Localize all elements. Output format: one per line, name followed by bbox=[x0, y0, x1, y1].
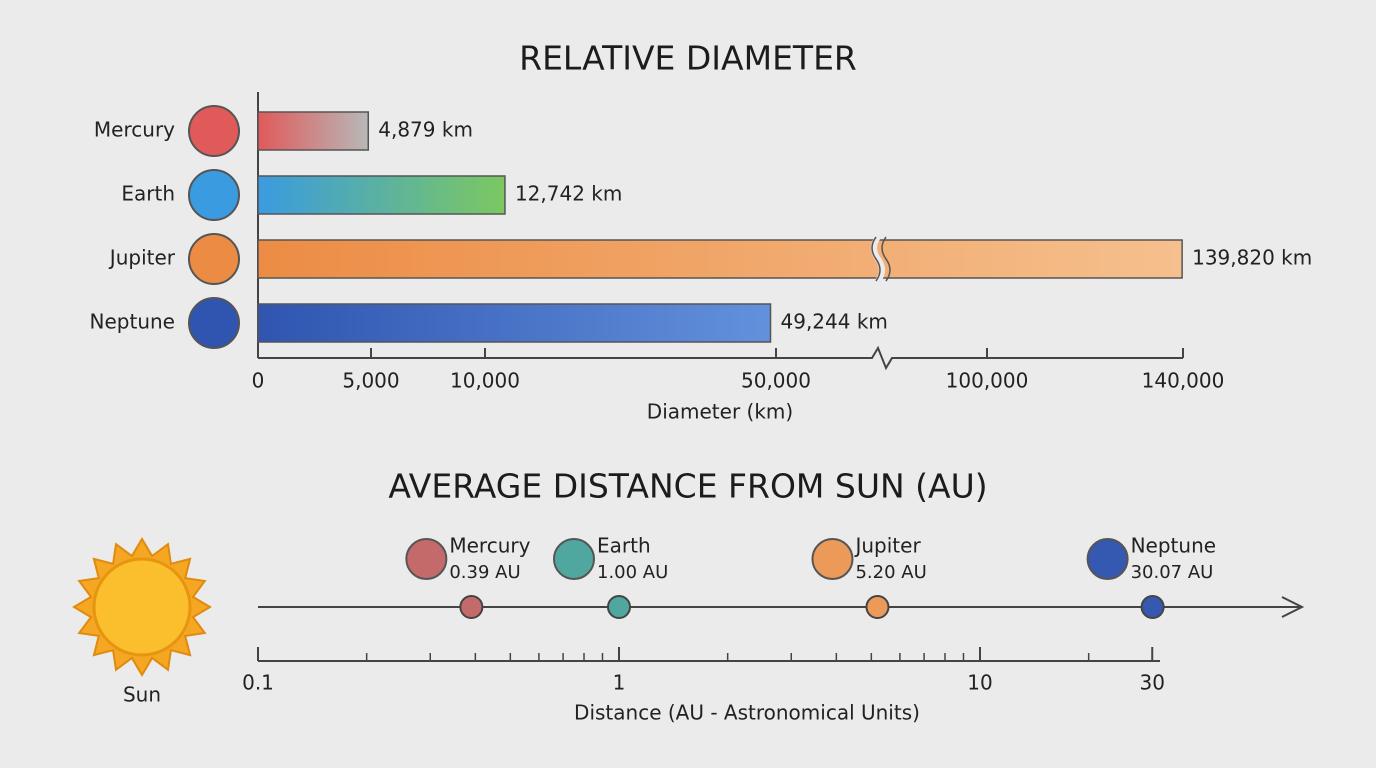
x-tick-label: 0 bbox=[252, 369, 265, 393]
axis-arrow bbox=[1281, 596, 1305, 618]
planet-name: Mercury bbox=[449, 534, 530, 558]
planet-icon bbox=[188, 297, 240, 349]
bar bbox=[257, 175, 506, 215]
bar-break bbox=[871, 235, 885, 283]
value-label: 139,820 km bbox=[1192, 246, 1312, 270]
x-tick-label: 10,000 bbox=[450, 369, 520, 393]
point bbox=[459, 595, 484, 619]
x-axis bbox=[258, 345, 1183, 371]
bar bbox=[257, 303, 772, 343]
planet-icon bbox=[188, 169, 240, 221]
sun bbox=[72, 537, 212, 677]
x-tick-label: 0.1 bbox=[242, 671, 274, 695]
category-label: Mercury bbox=[94, 118, 175, 142]
x-tick-label: 30 bbox=[1140, 671, 1165, 695]
chart-title: RELATIVE DIAMETER bbox=[519, 39, 857, 78]
x-tick-label: 10 bbox=[967, 671, 992, 695]
planet-icon bbox=[811, 538, 854, 580]
planet-name: Earth bbox=[597, 534, 651, 558]
planet-name: Jupiter bbox=[853, 534, 921, 558]
point bbox=[1140, 595, 1165, 619]
planet-icon bbox=[553, 538, 595, 580]
planet-name: Neptune bbox=[1131, 534, 1216, 558]
value-label: 4,879 km bbox=[378, 118, 473, 142]
x-axis-label: Distance (AU - Astronomical Units) bbox=[574, 701, 920, 725]
x-tick-label: 140,000 bbox=[1142, 369, 1225, 393]
chart-title: AVERAGE DISTANCE FROM SUN (AU) bbox=[388, 467, 987, 506]
bar-break bbox=[871, 236, 891, 282]
x-axis-label: Diameter (km) bbox=[647, 400, 793, 424]
planet-icon bbox=[188, 233, 240, 285]
category-label: Earth bbox=[121, 182, 175, 206]
planet-icon bbox=[405, 538, 448, 580]
x-tick-label: 50,000 bbox=[741, 369, 811, 393]
sun-disc bbox=[92, 557, 192, 657]
bar bbox=[257, 239, 1183, 279]
x-tick-label: 5,000 bbox=[342, 369, 399, 393]
bar bbox=[257, 111, 370, 151]
category-label: Jupiter bbox=[108, 246, 176, 270]
x-tick-label: 1 bbox=[613, 671, 626, 695]
category-label: Neptune bbox=[90, 310, 175, 334]
point bbox=[865, 595, 890, 619]
planet-icon bbox=[188, 105, 240, 157]
x-tick-label: 100,000 bbox=[946, 369, 1029, 393]
value-label: 0.39 AU bbox=[449, 562, 520, 583]
value-label: 49,244 km bbox=[781, 310, 888, 334]
planet-icon bbox=[1086, 538, 1129, 580]
value-label: 1.00 AU bbox=[597, 562, 668, 583]
value-label: 12,742 km bbox=[515, 182, 622, 206]
point bbox=[607, 595, 631, 619]
value-label: 30.07 AU bbox=[1131, 562, 1214, 583]
sun-label: Sun bbox=[123, 683, 161, 707]
value-label: 5.20 AU bbox=[855, 562, 926, 583]
